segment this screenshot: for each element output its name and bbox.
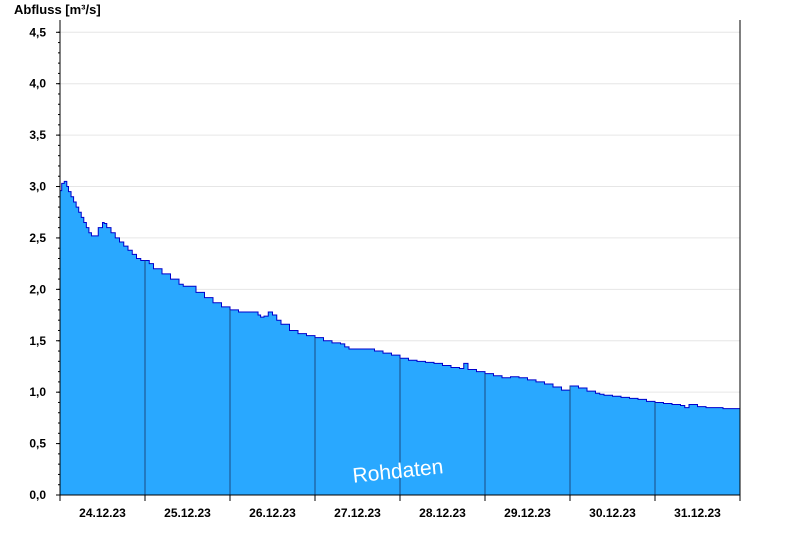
x-tick-label: 30.12.23 [589,506,636,520]
x-tick-label: 31.12.23 [674,506,721,520]
x-tick-label: 24.12.23 [79,506,126,520]
x-tick-label: 29.12.23 [504,506,551,520]
y-tick-label: 2,0 [29,282,46,296]
y-tick-label: 3,0 [29,180,46,194]
y-tick-label: 0,5 [29,437,46,451]
discharge-line [60,180,741,413]
day-dividers [144,260,656,495]
y-axis-title: Abfluss [m³/s] [14,2,101,17]
x-axis-ticks: 24.12.23 25.12.23 26.12.23 27.12.23 28.12.23… [59,495,741,520]
y-tick-label: 2,5 [29,231,46,245]
y-tick-label: 0,0 [29,488,46,502]
y-tick-label: 3,5 [29,128,46,142]
y-tick-label: 4,5 [29,25,46,39]
x-tick-label: 27.12.23 [334,506,381,520]
y-tick-label: 1,5 [29,334,46,348]
x-tick-label: 28.12.23 [419,506,466,520]
y-tick-label: 4,0 [29,77,46,91]
x-tick-label: 25.12.23 [164,506,211,520]
y-tick-label: 1,0 [29,385,46,399]
y-axis-ticks: 0,0 0,5 1,0 1,5 2,0 2,5 3,0 3,5 4,0 4,5 [29,25,60,502]
x-tick-label: 26.12.23 [249,506,296,520]
